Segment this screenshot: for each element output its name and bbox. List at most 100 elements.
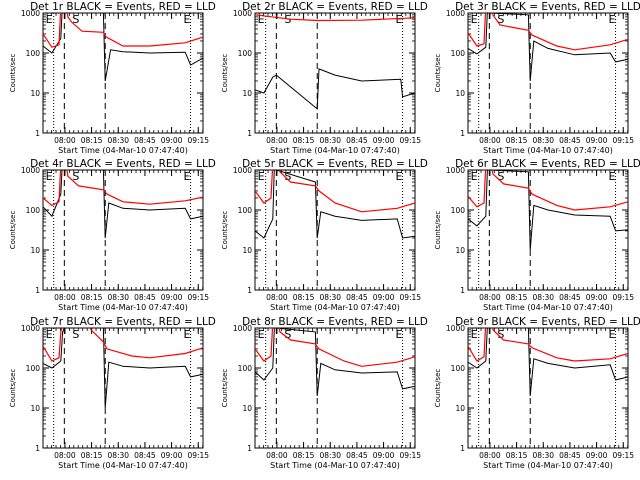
lld-series [43,170,203,207]
y-tick-label: 1 [460,129,465,138]
x-tick-label: 09:15 [399,136,421,145]
marker-letter: S [284,170,291,183]
x-tick-label: 08:00 [54,451,76,460]
x-axis-label: Start Time (04-Mar-10 07:47:40) [483,303,613,312]
x-tick-label: 08:30 [532,451,554,460]
x-axis-label: Start Time (04-Mar-10 07:47:40) [270,303,400,312]
x-tick-label: 08:30 [532,136,554,145]
y-axis-label: Counts/sec [9,54,17,93]
marker-letter: S [497,328,504,341]
panel-5: Det 5r BLACK = Events, RED = LLD 1 10 100 10… [221,158,428,312]
lld-series [468,13,628,51]
x-axis-label: Start Time (04-Mar-10 07:47:40) [270,461,400,470]
x-tick-label: 08:15 [81,136,103,145]
events-series [255,328,415,397]
x-tick-label: 09:00 [586,136,608,145]
x-tick-label: 09:15 [187,136,209,145]
marker-letter: S [72,13,79,26]
x-tick-label: 09:15 [612,293,634,302]
plot-frame [467,327,629,449]
x-tick-label: 08:15 [81,293,103,302]
y-tick-label: 10 [242,89,252,98]
x-tick-label: 08:00 [54,136,76,145]
marker-letter: E [608,328,615,341]
plot-frame [42,169,204,291]
y-tick-label: 1 [247,286,252,295]
y-tick-label: 1 [35,286,40,295]
y-tick-label: 100 [451,49,466,58]
x-tick-label: 08:00 [479,293,501,302]
y-axis-label: Counts/sec [9,369,17,408]
x-axis-label: Start Time (04-Mar-10 07:47:40) [483,146,613,155]
panel-title: Det 7r BLACK = Events, RED = LLD [30,316,216,328]
x-tick-label: 08:45 [134,136,156,145]
x-tick-label: 08:30 [107,293,129,302]
events-series [468,170,628,251]
x-tick-label: 08:00 [266,451,288,460]
y-tick-label: 1000 [233,324,252,333]
x-tick-label: 08:15 [506,136,528,145]
y-axis-label: Counts/sec [434,54,442,93]
panel-1: Det 1r BLACK = Events, RED = LLD 1 10 100 10… [9,1,216,155]
y-tick-label: 100 [26,49,41,58]
y-tick-label: 1000 [233,9,252,18]
x-tick-label: 08:15 [506,451,528,460]
y-axis-label: Counts/sec [221,211,229,250]
y-tick-label: 100 [451,364,466,373]
y-tick-label: 100 [238,364,253,373]
marker-letter: E [471,170,478,183]
y-tick-label: 10 [242,246,252,255]
y-tick-label: 1 [247,129,252,138]
x-tick-label: 08:30 [319,293,341,302]
y-tick-label: 1 [35,444,40,453]
marker-letter: S [72,170,79,183]
x-axis-label: Start Time (04-Mar-10 07:47:40) [58,461,188,470]
x-tick-label: 08:15 [81,451,103,460]
x-tick-label: 09:15 [399,451,421,460]
x-axis-label: Start Time (04-Mar-10 07:47:40) [58,146,188,155]
events-series [468,13,628,82]
y-tick-label: 1 [460,286,465,295]
x-tick-label: 08:45 [559,293,581,302]
x-tick-label: 08:00 [266,293,288,302]
x-tick-label: 09:00 [586,451,608,460]
y-tick-label: 100 [238,49,253,58]
lld-series [468,170,628,211]
panel-title: Det 4r BLACK = Events, RED = LLD [30,158,216,170]
x-tick-label: 08:45 [134,451,156,460]
events-series [468,328,628,397]
x-tick-label: 09:00 [161,451,183,460]
x-tick-label: 08:30 [532,293,554,302]
y-tick-label: 1000 [21,324,40,333]
x-tick-label: 08:45 [559,136,581,145]
x-tick-label: 08:45 [346,136,368,145]
marker-letter: S [497,13,504,26]
marker-letter: E [258,328,265,341]
x-tick-label: 08:15 [293,451,315,460]
y-tick-label: 10 [455,246,465,255]
x-axis-label: Start Time (04-Mar-10 07:47:40) [483,461,613,470]
x-tick-label: 09:00 [373,293,395,302]
plot-frame [467,12,629,134]
x-tick-label: 08:15 [506,293,528,302]
marker-letter: E [395,170,402,183]
lld-series [255,14,415,22]
plot-frame [467,169,629,291]
marker-letter: E [258,13,265,26]
marker-letter: E [258,170,265,183]
marker-letter: E [183,170,190,183]
marker-letter: E [608,13,615,26]
plot-frame [42,327,204,449]
marker-letter: E [395,328,402,341]
plot-frame [42,12,204,134]
x-tick-label: 08:00 [54,293,76,302]
y-axis-label: Counts/sec [434,369,442,408]
plot-frame [254,169,416,291]
x-tick-label: 08:30 [319,136,341,145]
y-tick-label: 100 [26,364,41,373]
panel-7: Det 7r BLACK = Events, RED = LLD 1 10 100 10… [9,316,216,470]
panel-title: Det 2r BLACK = Events, RED = LLD [242,1,428,13]
events-series [43,13,203,82]
y-axis-label: Counts/sec [9,211,17,250]
